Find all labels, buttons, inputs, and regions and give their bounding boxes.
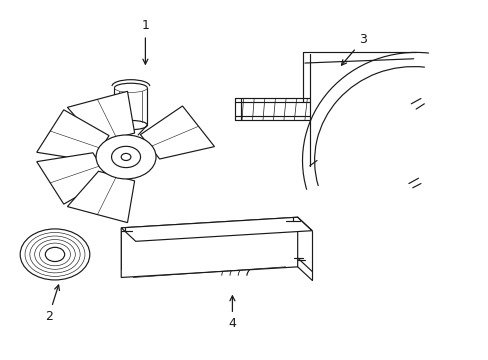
- Polygon shape: [121, 217, 311, 241]
- Text: 2: 2: [45, 285, 60, 323]
- Circle shape: [121, 153, 131, 161]
- Polygon shape: [37, 153, 109, 204]
- Polygon shape: [121, 217, 297, 278]
- Text: 3: 3: [341, 33, 366, 65]
- Text: 1: 1: [141, 19, 149, 64]
- Polygon shape: [67, 171, 134, 222]
- Circle shape: [96, 135, 156, 179]
- Polygon shape: [37, 110, 109, 161]
- Circle shape: [20, 229, 90, 280]
- Circle shape: [111, 146, 140, 168]
- Text: 4: 4: [228, 296, 236, 330]
- Polygon shape: [140, 106, 214, 159]
- Polygon shape: [67, 91, 134, 143]
- Circle shape: [45, 247, 64, 261]
